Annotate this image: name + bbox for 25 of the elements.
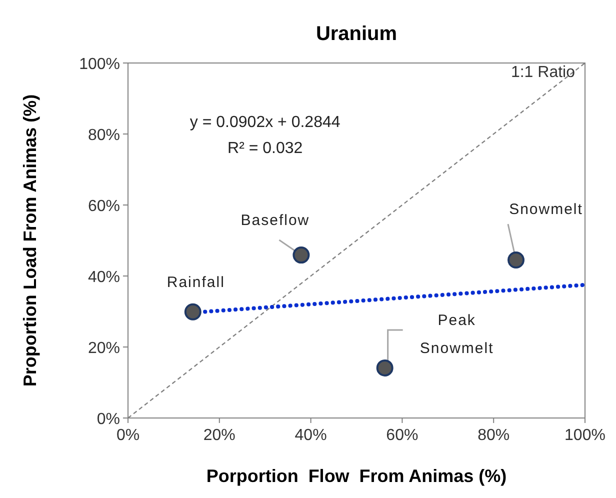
x-tick-label: 0%: [116, 427, 140, 444]
x-tick-label: 100%: [564, 427, 606, 444]
annotation: Baseflow: [240, 212, 310, 230]
point: [376, 359, 394, 376]
x-axis-title: Porportion Flow From Animas (%): [206, 466, 507, 486]
point: [507, 252, 524, 269]
y-tick-label: 100%: [79, 56, 120, 73]
y-tick-label: 0%: [96, 411, 120, 428]
annotation: Rainfall: [166, 274, 225, 291]
point: [292, 246, 310, 264]
annotation: 1:1 Ratio: [510, 64, 576, 81]
y-tick-label: 60%: [88, 198, 120, 215]
annotation: Peak Snowmelt: [420, 312, 494, 357]
annotation: y = 0.0902x + 0.2844 R² = 0.032: [190, 114, 340, 157]
chart-title: Uranium: [316, 23, 398, 45]
x-tick-label: 20%: [203, 427, 236, 444]
y-tick-label: 40%: [88, 269, 120, 286]
annotation: Snowmelt: [509, 201, 583, 218]
y-tick-label: 80%: [88, 127, 120, 144]
point: [184, 303, 202, 320]
x-tick-label: 60%: [386, 427, 418, 444]
x-tick-label: 80%: [478, 427, 510, 444]
y-axis-title: Proportion Load From Animas (%): [20, 94, 40, 387]
x-tick-label: 40%: [294, 427, 327, 444]
y-tick-label: 20%: [88, 340, 120, 357]
